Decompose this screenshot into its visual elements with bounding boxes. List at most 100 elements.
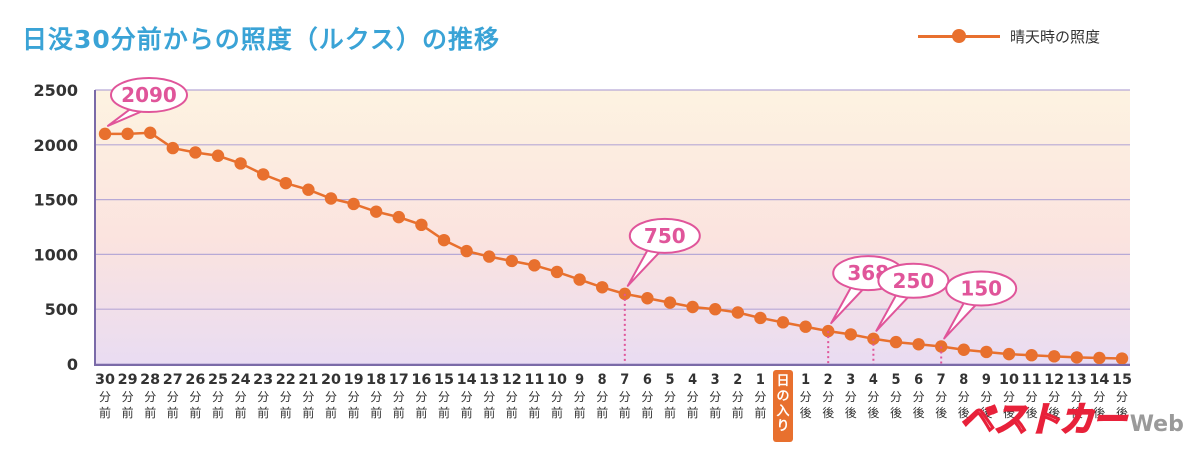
x-tick-number: 7 xyxy=(620,372,629,388)
x-tick-suffix: 分 xyxy=(325,390,337,404)
x-tick-suffix: 前 xyxy=(438,405,450,420)
x-tick-suffix: 前 xyxy=(483,405,495,420)
data-point xyxy=(1070,351,1084,364)
x-tick-suffix: 分 xyxy=(845,390,857,404)
x-tick-number: 10 xyxy=(999,372,1019,388)
data-point xyxy=(573,273,586,286)
x-tick-suffix: 分 xyxy=(483,390,495,404)
callout-label: 250 xyxy=(893,269,935,293)
chart-title: 日没30分前からの照度（ルクス）の推移 xyxy=(22,25,501,54)
x-tick-suffix: 分 xyxy=(280,390,292,404)
x-tick-suffix: 分 xyxy=(1048,390,1060,404)
x-tick-suffix: 分 xyxy=(122,390,134,404)
sunset-label: 日 xyxy=(776,374,789,389)
x-tick-suffix: 後 xyxy=(980,406,992,420)
x-tick-suffix: 分 xyxy=(302,390,314,404)
data-point xyxy=(731,306,744,319)
x-tick-number: 2 xyxy=(824,372,833,388)
x-tick-suffix: 後 xyxy=(1116,406,1128,420)
x-tick-suffix: 前 xyxy=(302,405,314,420)
data-point xyxy=(980,345,993,359)
x-tick-suffix: 後 xyxy=(913,406,925,420)
callout-tail-join xyxy=(897,290,909,297)
x-tick-suffix: 分 xyxy=(1026,390,1038,404)
x-tick-suffix: 前 xyxy=(212,405,224,420)
x-tick-suffix: 分 xyxy=(1071,390,1083,404)
x-tick-number: 8 xyxy=(598,372,607,388)
data-point xyxy=(912,338,925,351)
data-point xyxy=(505,254,518,268)
callout-label: 2090 xyxy=(121,83,177,107)
callout-tail-join xyxy=(965,298,977,304)
x-tick-suffix: 分 xyxy=(415,390,427,404)
x-tick-suffix: 前 xyxy=(732,405,744,420)
x-tick-number: 18 xyxy=(366,372,386,388)
data-point xyxy=(550,265,564,279)
x-tick-suffix: 分 xyxy=(506,390,518,404)
x-tick-number: 15 xyxy=(434,372,454,388)
x-tick-suffix: 分 xyxy=(641,390,653,404)
x-tick-suffix: 後 xyxy=(1048,406,1060,420)
data-point xyxy=(415,218,428,232)
x-tick-suffix: 分 xyxy=(867,390,879,404)
x-tick-number: 13 xyxy=(479,372,499,388)
sunset-label: 入 xyxy=(776,404,789,419)
x-tick-suffix: 分 xyxy=(393,390,405,404)
x-tick-number: 20 xyxy=(321,372,341,388)
x-tick-suffix: 分 xyxy=(235,390,247,404)
x-tick-suffix: 後 xyxy=(867,406,879,420)
data-point xyxy=(121,127,134,141)
data-point xyxy=(1002,347,1016,361)
x-tick-number: 23 xyxy=(253,372,273,388)
x-tick-suffix: 前 xyxy=(415,405,427,420)
y-tick-label: 1500 xyxy=(33,191,78,210)
callout-bubble xyxy=(628,217,701,254)
x-tick-suffix: 前 xyxy=(122,405,134,420)
data-point xyxy=(211,149,225,162)
plot-background xyxy=(95,90,1130,364)
x-tick-suffix: 分 xyxy=(574,390,586,404)
data-point xyxy=(754,311,767,325)
x-tick-number: 27 xyxy=(163,372,183,388)
x-tick-suffix: 分 xyxy=(958,390,970,404)
data-point xyxy=(279,176,292,190)
data-point xyxy=(483,250,496,263)
sunset-badge xyxy=(773,370,793,442)
data-point xyxy=(1025,349,1038,362)
x-tick-suffix: 後 xyxy=(1026,406,1038,420)
x-tick-number: 22 xyxy=(276,372,296,388)
watermark-suffix: Web xyxy=(1129,412,1184,437)
data-point xyxy=(234,157,247,170)
x-tick-suffix: 前 xyxy=(189,405,201,420)
x-tick-number: 26 xyxy=(185,372,205,388)
x-tick-suffix: 分 xyxy=(1003,390,1015,404)
x-tick-suffix: 分 xyxy=(348,390,360,404)
data-point xyxy=(1048,350,1061,363)
x-tick-number: 19 xyxy=(344,372,364,388)
x-tick-suffix: 前 xyxy=(144,405,156,420)
data-point xyxy=(324,192,338,205)
x-tick-suffix: 前 xyxy=(280,405,292,420)
y-tick-label: 1000 xyxy=(33,245,78,264)
x-tick-suffix: 分 xyxy=(596,390,608,404)
x-tick-suffix: 分 xyxy=(980,390,992,404)
x-tick-number: 5 xyxy=(892,372,901,388)
data-point xyxy=(437,233,451,247)
x-tick-suffix: 前 xyxy=(461,405,473,420)
x-tick-number: 1 xyxy=(756,372,765,388)
data-point xyxy=(1093,351,1106,365)
data-point xyxy=(663,296,677,309)
x-tick-suffix: 分 xyxy=(935,390,947,404)
data-point xyxy=(257,168,270,181)
callout-bubble xyxy=(877,262,950,299)
callout-label: 150 xyxy=(960,276,1002,300)
x-tick-suffix: 分 xyxy=(890,390,902,404)
legend-label: 晴天時の照度 xyxy=(1010,28,1101,46)
x-tick-suffix: 分 xyxy=(212,390,224,404)
x-tick-number: 16 xyxy=(411,372,431,388)
x-tick-number: 10 xyxy=(547,372,567,388)
x-tick-suffix: 分 xyxy=(800,390,812,404)
x-tick-number: 9 xyxy=(982,372,991,388)
x-tick-suffix: 後 xyxy=(845,406,857,420)
